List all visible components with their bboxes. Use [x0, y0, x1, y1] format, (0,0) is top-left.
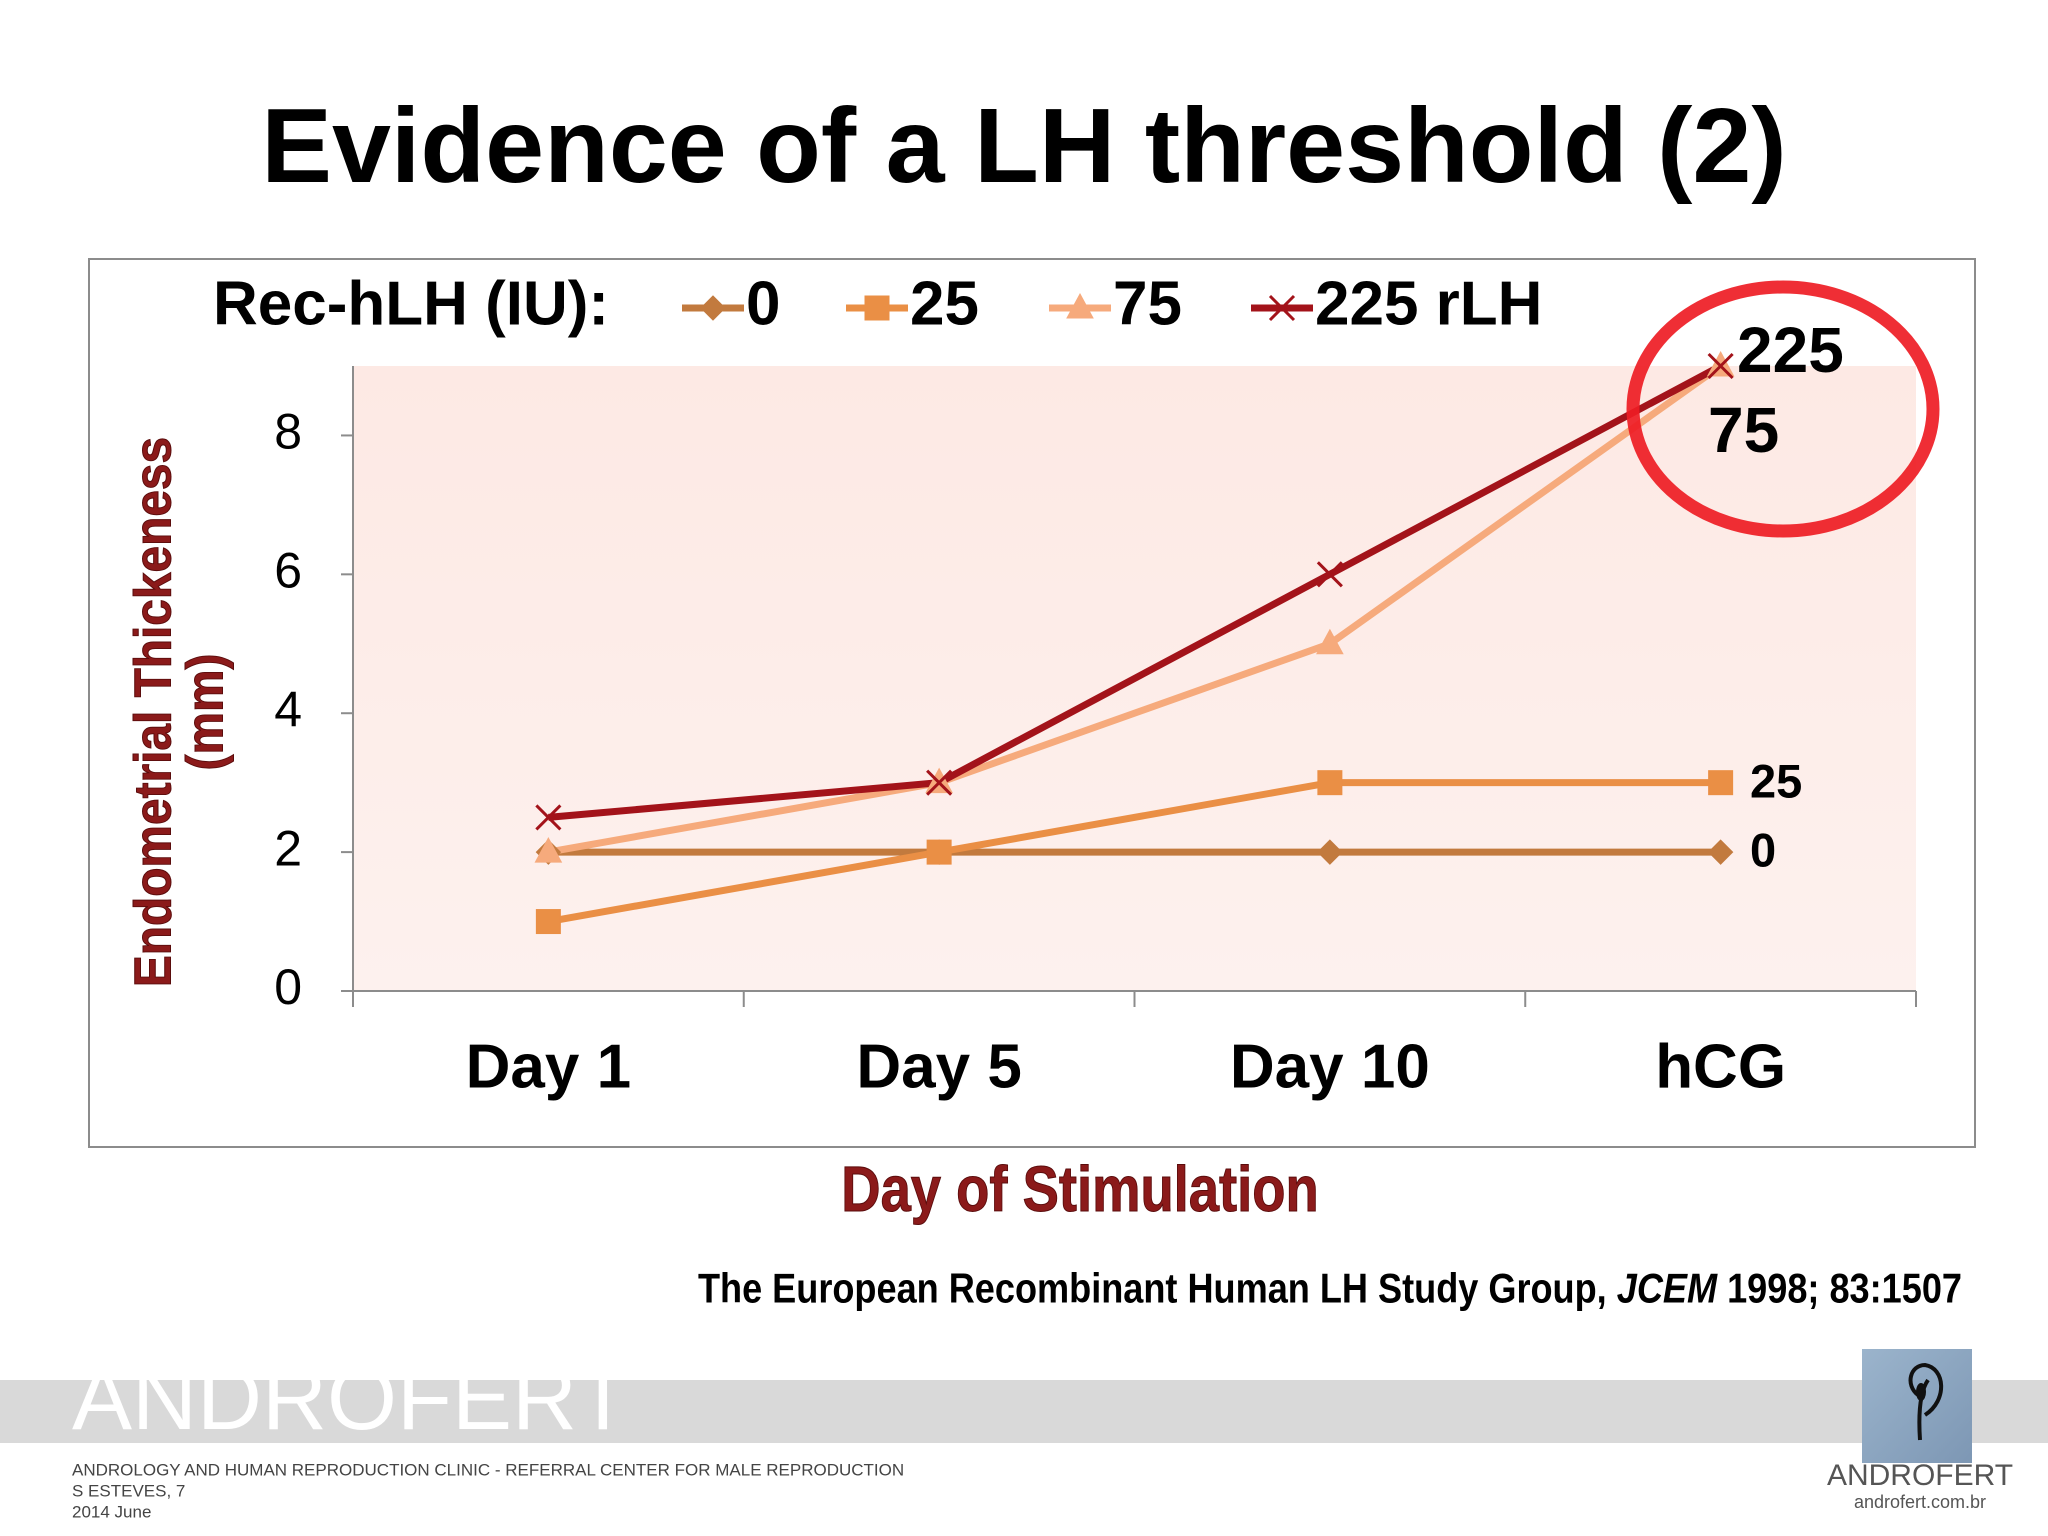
- legend-label: 25: [910, 269, 979, 338]
- footer-line: 2014 June: [72, 1502, 151, 1521]
- data-point: [535, 804, 562, 831]
- data-point: [1316, 628, 1344, 655]
- legend-marker: [1066, 292, 1094, 319]
- footer-band: [0, 1380, 2048, 1443]
- legend-label: 75: [1113, 269, 1182, 338]
- y-axis-title: (mm): [176, 654, 234, 771]
- end-label: 225: [1737, 314, 1844, 386]
- citation: The European Recombinant Human LH Study …: [698, 1267, 1962, 1313]
- data-point: [926, 839, 952, 865]
- data-point: [1708, 770, 1734, 796]
- data-point: [1316, 561, 1343, 588]
- legend-marker: [700, 295, 726, 321]
- y-tick-label: 8: [274, 404, 302, 460]
- citation-journal: JCEM: [1617, 1267, 1719, 1313]
- slide-title: Evidence of a LH threshold (2): [261, 87, 1786, 205]
- end-label: 25: [1750, 754, 1802, 807]
- end-label: 0: [1750, 823, 1776, 876]
- series-line: [547, 363, 1723, 856]
- legend-label: 0: [746, 269, 780, 338]
- series-line: [548, 362, 1723, 821]
- footer-brand: ANDROFERT: [72, 1349, 630, 1449]
- data-point: [534, 837, 563, 863]
- logo-icon: [1908, 1362, 1944, 1441]
- x-tick-label: Day 1: [466, 1032, 631, 1101]
- y-tick-label: 0: [274, 959, 302, 1015]
- y-tick-label: 2: [274, 820, 302, 876]
- highlight-circle: [1626, 280, 1940, 538]
- data-point: [1317, 770, 1343, 796]
- y-tick-label: 6: [274, 543, 302, 599]
- citation-text: The European Recombinant Human LH Study …: [698, 1267, 1617, 1313]
- logo-icon: [1916, 1383, 1926, 1401]
- y-tick-label: 4: [274, 681, 302, 737]
- logo-name: ANDROFERT: [1827, 1459, 2013, 1492]
- legend-marker: [864, 295, 890, 321]
- data-point: [535, 909, 561, 935]
- logo-url: androfert.com.br: [1854, 1492, 1986, 1512]
- series-line: [547, 779, 1721, 926]
- x-axis-title: Day of Stimulation: [841, 1153, 1318, 1225]
- data-point: [1707, 839, 1734, 865]
- x-tick-label: Day 10: [1230, 1032, 1430, 1101]
- data-point: [926, 769, 953, 796]
- x-tick-label: Day 5: [856, 1032, 1021, 1101]
- end-label: 75: [1708, 394, 1779, 466]
- x-tick-label: hCG: [1655, 1032, 1786, 1101]
- data-point: [1707, 352, 1734, 380]
- legend-label: 225 rLH: [1315, 269, 1542, 338]
- chart: 0 2 4 6 8 Day 1 Day 5 Day 10 hCG Day of Stimulati…: [123, 269, 1917, 1225]
- data-point: [1317, 839, 1343, 865]
- footer-line: S ESTEVES, 7: [72, 1481, 185, 1500]
- footer-line: ANDROLOGY AND HUMAN REPRODUCTION CLINIC …: [72, 1460, 904, 1479]
- citation-text: 1998; 83:1507: [1717, 1267, 1962, 1313]
- y-axis-title: Endometrial Thickeness: [124, 437, 182, 987]
- legend-title: Rec-hLH (IU):: [213, 269, 609, 338]
- legend-marker: [1268, 294, 1296, 322]
